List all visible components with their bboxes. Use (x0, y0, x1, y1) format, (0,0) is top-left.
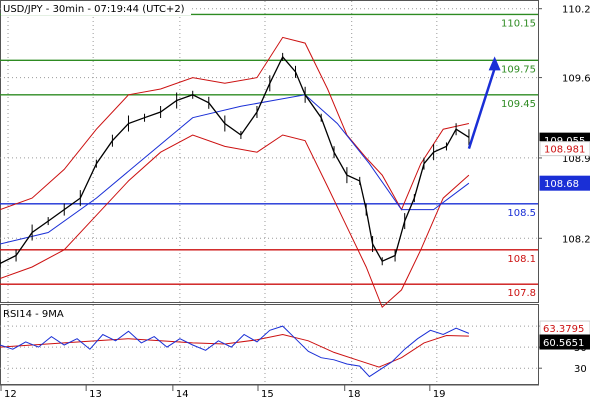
rsi-ma-tag-label: 60.5651 (543, 338, 584, 349)
bollinger-lower-line (0, 134, 470, 309)
resistance-2-label: 109.75 (501, 64, 536, 75)
price-tick-label: 108.2 (562, 234, 590, 245)
resistance-1-label: 109.45 (501, 99, 536, 110)
title-background (1, 1, 191, 15)
moving-average-line (0, 94, 470, 245)
rsi-value-tag-label: 63.3795 (543, 324, 584, 335)
support-1-label: 108.1 (507, 254, 536, 265)
time-tick-label: 14 (176, 389, 189, 400)
time-tick-label: 19 (433, 389, 446, 400)
price-tick-label: 109.6 (562, 74, 590, 85)
time-tick-label: 13 (89, 389, 102, 400)
rsi-ma-tag-box (539, 334, 590, 350)
rsi-line (0, 325, 470, 378)
price-indicator-lines (0, 36, 501, 309)
rsi-panel (0, 304, 539, 385)
resistance-3-label: 110.15 (501, 18, 536, 29)
rsi-lines (0, 325, 470, 378)
support-2-label: 107.8 (507, 288, 536, 299)
price-panel (0, 0, 539, 303)
rsi-ma-line (0, 333, 469, 368)
support-resistance-levels: 110.15 109.75 109.45 108.5 108.1 107.8 (0, 13, 538, 299)
time-tick-label: 15 (261, 389, 274, 400)
price-line (0, 55, 470, 265)
forecast-arrow-head (488, 56, 501, 71)
time-axis: 12 13 14 15 18 19 (0, 385, 446, 400)
time-tick-label: 12 (4, 389, 17, 400)
upper-band-tag-box (539, 141, 590, 157)
pivot-label: 108.5 (507, 208, 536, 219)
ma-tag-box (539, 175, 590, 191)
upper-band-tag-label: 108.981 (544, 145, 585, 156)
price-axis: 110.2 109.6 108.9 108.2 (538, 5, 590, 245)
forecast-arrow-line (467, 67, 496, 150)
rsi-tick-label: 30 (574, 364, 587, 375)
price-tick-label: 110.2 (562, 5, 590, 16)
price-tick-label: 108.9 (562, 154, 590, 165)
chart-title: USD/JPY - 30min - 07:19:44 (UTC+2) (3, 4, 185, 15)
price-grid (0, 1, 538, 302)
ma-tag-label: 108.68 (544, 179, 579, 190)
rsi-grid (0, 305, 538, 384)
time-tick-label: 18 (348, 389, 361, 400)
rsi-panel-label: RSI14 - 9MA (3, 309, 64, 320)
